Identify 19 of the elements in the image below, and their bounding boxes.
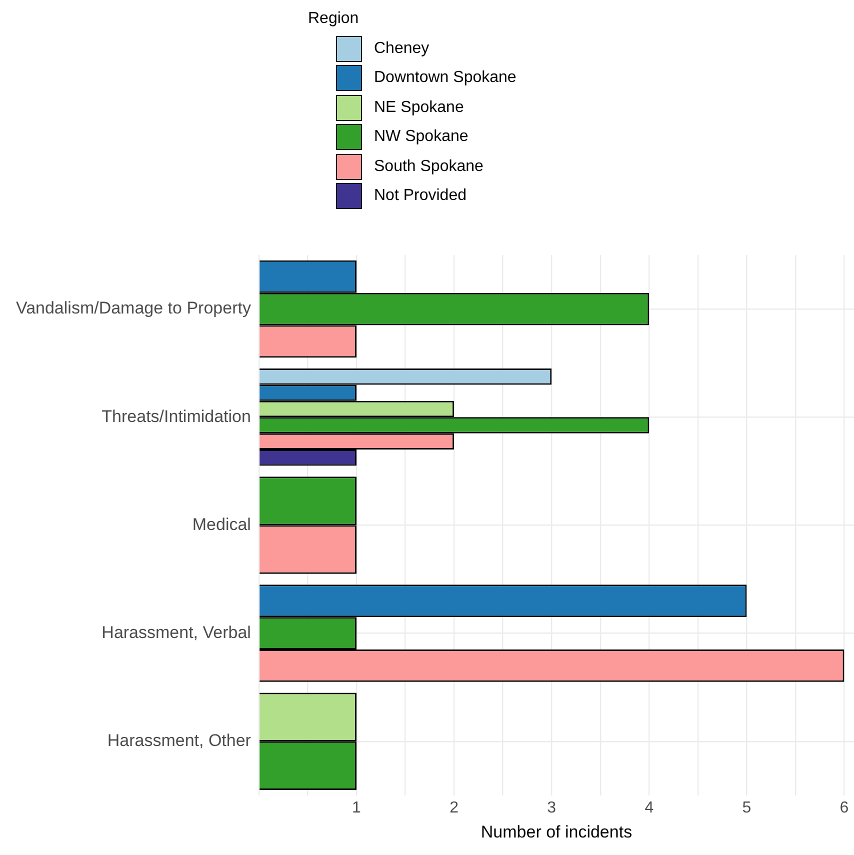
x-tick-label: 4 xyxy=(644,799,654,816)
legend-label: Cheney xyxy=(374,40,430,58)
x-tick-label: 1 xyxy=(352,799,362,816)
x-tick-label: 6 xyxy=(840,799,849,816)
y-tick-label: Medical xyxy=(192,514,251,534)
y-tick-label: Harassment, Other xyxy=(107,731,252,750)
y-tick-label: Threats/Intimidation xyxy=(102,406,251,426)
x-tick-label: 2 xyxy=(450,799,459,816)
legend-label: NE Spokane xyxy=(374,98,464,117)
y-tick-label: Harassment, Verbal xyxy=(102,622,251,642)
x-tick-label: 3 xyxy=(547,799,556,816)
x-axis-title: Number of incidents xyxy=(480,822,632,842)
legend-label: Downtown Spokane xyxy=(374,69,516,88)
legend-label: NW Spokane xyxy=(374,128,468,146)
y-tick-label: Vandalism/Damage to Property xyxy=(16,298,252,318)
x-tick-label: 5 xyxy=(742,799,752,816)
legend-label: South Spokane xyxy=(374,158,484,176)
legend-label: Not Provided xyxy=(374,187,466,206)
legend-title: Region xyxy=(308,10,360,28)
